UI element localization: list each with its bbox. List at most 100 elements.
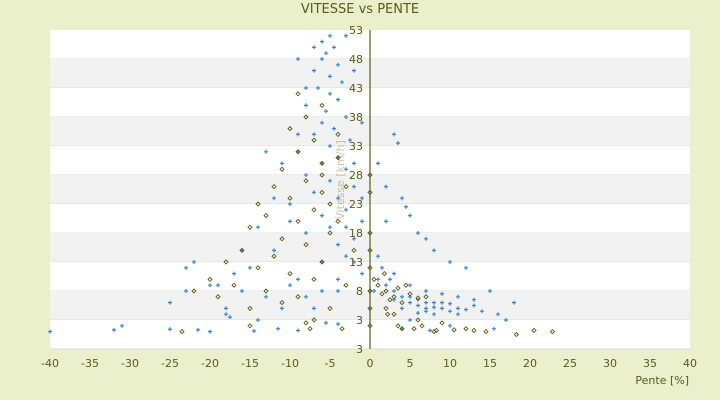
data-point-plus — [448, 301, 452, 306]
data-point-plus — [48, 329, 52, 334]
data-point-diamond — [407, 291, 413, 297]
data-point-plus — [456, 306, 460, 311]
data-point-plus — [352, 260, 356, 264]
data-point-diamond — [351, 247, 357, 254]
data-point-plus — [256, 225, 260, 230]
data-point-plus — [344, 33, 348, 38]
data-point-plus — [440, 306, 444, 311]
data-point-plus — [296, 328, 300, 333]
data-point-diamond — [287, 270, 293, 277]
data-point-plus — [272, 248, 276, 253]
data-point-diamond — [279, 299, 285, 306]
data-point-diamond — [471, 327, 477, 334]
data-point-plus — [208, 329, 212, 334]
data-point-plus — [440, 291, 444, 296]
data-point-diamond — [191, 288, 197, 294]
y-axis-title: Vitesse [km/h] — [334, 140, 347, 220]
data-point-plus — [372, 289, 376, 293]
data-point-plus — [320, 289, 324, 293]
data-point-plus — [492, 326, 496, 331]
x-tick-label: -20 — [201, 357, 219, 370]
data-point-plus — [440, 300, 444, 305]
data-point-plus — [428, 328, 432, 333]
data-point-diamond — [423, 294, 429, 300]
data-point-plus — [336, 155, 340, 160]
data-point-plus — [424, 309, 428, 314]
y-tick-label: 23 — [349, 198, 363, 211]
data-point-plus — [400, 196, 404, 201]
y-tick-label: 3 — [356, 314, 363, 327]
data-point-plus — [320, 120, 324, 125]
data-point-plus — [432, 248, 436, 253]
data-point-diamond — [335, 154, 341, 161]
x-tick-label: -25 — [161, 357, 179, 370]
data-point-plus — [336, 196, 340, 201]
data-point-plus — [336, 322, 340, 327]
data-point-plus — [396, 141, 400, 146]
data-point-plus — [224, 312, 228, 317]
data-point-plus — [312, 132, 316, 137]
data-point-plus — [504, 318, 508, 322]
data-point-plus — [304, 231, 308, 235]
data-point-plus — [336, 97, 340, 102]
data-point-plus — [448, 309, 452, 314]
data-point-plus — [184, 265, 188, 270]
data-point-plus — [348, 138, 352, 143]
data-point-diamond — [335, 218, 341, 225]
x-tick-label: -35 — [81, 357, 99, 370]
data-point-diamond — [247, 323, 253, 329]
y-tick-label: 38 — [349, 111, 363, 124]
data-point-plus — [324, 109, 328, 114]
data-point-diamond — [367, 323, 373, 329]
data-point-plus — [264, 294, 268, 299]
data-point-plus — [472, 303, 476, 308]
data-point-plus — [184, 289, 188, 293]
data-point-diamond — [255, 265, 261, 271]
data-point-diamond — [255, 201, 261, 207]
data-point-diamond — [513, 331, 520, 338]
data-point-plus — [464, 265, 468, 270]
x-tick-label: 35 — [643, 357, 657, 370]
data-point-diamond — [367, 172, 373, 178]
data-point-plus — [288, 202, 292, 206]
data-point-plus — [216, 283, 220, 288]
data-point-plus — [408, 283, 412, 288]
data-point-plus — [252, 329, 256, 334]
data-point-plus — [296, 57, 300, 61]
data-point-plus — [248, 265, 252, 270]
data-point-diamond — [295, 294, 301, 300]
x-tick-label: 20 — [523, 357, 537, 370]
data-point-plus — [208, 283, 212, 288]
data-point-plus — [352, 184, 356, 189]
chart-title: VITESSE vs PENTE — [300, 2, 420, 17]
data-point-plus — [344, 254, 348, 259]
data-point-diamond — [415, 317, 421, 323]
data-point-plus — [448, 260, 452, 264]
data-point-diamond — [271, 253, 277, 259]
data-point-diamond — [295, 218, 301, 225]
data-point-diamond — [247, 224, 253, 230]
data-point-diamond — [343, 282, 349, 288]
data-point-diamond — [279, 166, 285, 172]
data-point-plus — [384, 283, 388, 288]
data-point-plus — [464, 307, 468, 312]
data-point-plus — [256, 318, 260, 322]
data-point-plus — [496, 312, 500, 317]
data-point-plus — [276, 326, 280, 331]
data-point-plus — [280, 161, 284, 166]
data-point-plus — [320, 161, 324, 166]
data-point-plus — [400, 294, 404, 299]
data-point-diamond — [303, 320, 309, 326]
data-point-plus — [328, 225, 332, 230]
x-tick-label: 25 — [563, 357, 577, 370]
data-point-diamond — [319, 189, 325, 196]
data-point-diamond — [419, 323, 425, 329]
data-point-plus — [168, 300, 172, 305]
x-tick-label: 5 — [407, 357, 414, 370]
data-point-diamond — [463, 326, 469, 332]
data-point-plus — [324, 320, 328, 325]
data-point-plus — [384, 219, 388, 224]
data-point-plus — [344, 225, 348, 230]
data-point-diamond — [311, 276, 317, 283]
x-tick-label: 30 — [603, 357, 617, 370]
